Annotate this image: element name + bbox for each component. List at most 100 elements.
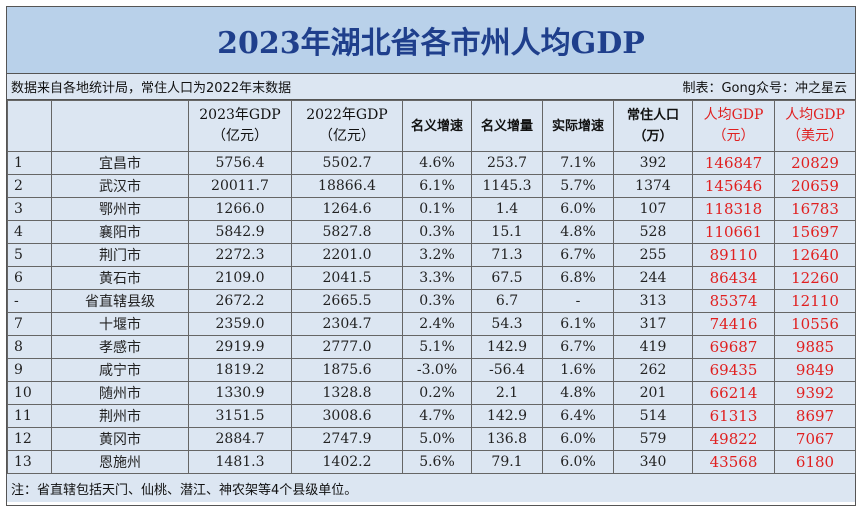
cell-city: 襄阳市: [51, 220, 189, 244]
gdp-table-sheet: 2023年湖北省各市州人均GDP 数据来自各地统计局，常住人口为2022年末数据…: [6, 6, 856, 506]
cell-gdp2022: 1875.6: [291, 358, 403, 382]
cell-rank: 5: [7, 243, 52, 267]
cell-gdp2023: 2919.9: [188, 335, 292, 359]
cell-rank: -: [7, 289, 52, 313]
table-row: 6 黄石市 2109.0 2041.5 3.3% 67.5 6.8% 244 86434 1226…: [7, 266, 856, 290]
table-row: 10 随州市 1330.9 1328.8 0.2% 2.1 4.8% 201 66214 9392: [7, 381, 856, 405]
table-row: 7 十堰市 2359.0 2304.7 2.4% 54.3 6.1% 317 74416 1055…: [7, 312, 856, 336]
cell-per-capita-usd: 12110: [774, 289, 856, 313]
table-body: 1 宜昌市 5756.4 5502.7 4.6% 253.7 7.1% 392 146847 20…: [7, 151, 856, 474]
header-nominal-increase: 名义增量: [471, 100, 543, 152]
cell-gdp2022: 1402.2: [291, 450, 403, 474]
cell-rank: 2: [7, 174, 52, 198]
cell-per-capita-cny: 89110: [692, 243, 775, 267]
cell-per-capita-cny: 146847: [692, 151, 775, 175]
cell-per-capita-cny: 61313: [692, 404, 775, 428]
header-rank: [7, 100, 52, 152]
cell-city: 武汉市: [51, 174, 189, 198]
header-gdp2022-line1: 2022年GDP: [306, 107, 388, 123]
cell-gdp2023: 2359.0: [188, 312, 292, 336]
cell-per-capita-usd: 9849: [774, 358, 856, 382]
cell-nominal-increase: 142.9: [471, 404, 543, 428]
header-population-line1: 常住人口: [626, 108, 679, 123]
cell-real-growth: 7.1%: [542, 151, 614, 175]
cell-gdp2022: 2041.5: [291, 266, 403, 290]
cell-nominal-growth: 5.1%: [402, 335, 472, 359]
cell-real-growth: 1.6%: [542, 358, 614, 382]
cell-real-growth: 6.4%: [542, 404, 614, 428]
header-per-capita-cny: 人均GDP （元）: [692, 100, 775, 152]
header-per-capita-cny-line1: 人均GDP: [703, 107, 764, 123]
table-row: 12 黄冈市 2884.7 2747.9 5.0% 136.8 6.0% 579 49822 70…: [7, 427, 856, 451]
cell-real-growth: 6.0%: [542, 450, 614, 474]
cell-nominal-increase: 15.1: [471, 220, 543, 244]
cell-gdp2022: 18866.4: [291, 174, 403, 198]
header-population: 常住人口 （万）: [613, 100, 693, 152]
cell-population: 107: [613, 197, 693, 221]
header-gdp2022: 2022年GDP （亿元）: [291, 100, 403, 152]
cell-population: 1374: [613, 174, 693, 198]
table-row: 2 武汉市 20011.7 18866.4 6.1% 1145.3 5.7% 1374 1456…: [7, 174, 856, 198]
cell-nominal-growth: 4.6%: [402, 151, 472, 175]
cell-real-growth: 6.0%: [542, 197, 614, 221]
source-note: 数据来自各地统计局，常住人口为2022年末数据: [11, 81, 292, 96]
cell-per-capita-usd: 12640: [774, 243, 856, 267]
cell-population: 528: [613, 220, 693, 244]
cell-rank: 6: [7, 266, 52, 290]
cell-gdp2023: 2672.2: [188, 289, 292, 313]
cell-gdp2023: 2109.0: [188, 266, 292, 290]
cell-real-growth: 6.8%: [542, 266, 614, 290]
meta-bar: 数据来自各地统计局，常住人口为2022年末数据 制表：Gong众号：冲之星云: [7, 74, 855, 100]
cell-per-capita-cny: 74416: [692, 312, 775, 336]
table-title: 2023年湖北省各市州人均GDP: [217, 26, 645, 61]
cell-rank: 3: [7, 197, 52, 221]
cell-nominal-growth: 3.2%: [402, 243, 472, 267]
header-city: [51, 100, 189, 152]
cell-city: 荆州市: [51, 404, 189, 428]
cell-nominal-increase: 2.1: [471, 381, 543, 405]
cell-population: 419: [613, 335, 693, 359]
cell-rank: 12: [7, 427, 52, 451]
cell-nominal-increase: 79.1: [471, 450, 543, 474]
header-gdp2023: 2023年GDP （亿元）: [188, 100, 292, 152]
cell-gdp2022: 5827.8: [291, 220, 403, 244]
cell-nominal-increase: 6.7: [471, 289, 543, 313]
cell-population: 201: [613, 381, 693, 405]
cell-gdp2022: 1328.8: [291, 381, 403, 405]
cell-per-capita-cny: 69687: [692, 335, 775, 359]
cell-population: 579: [613, 427, 693, 451]
cell-rank: 11: [7, 404, 52, 428]
cell-rank: 13: [7, 450, 52, 474]
cell-nominal-growth: 0.3%: [402, 289, 472, 313]
cell-real-growth: 5.7%: [542, 174, 614, 198]
cell-per-capita-usd: 9392: [774, 381, 856, 405]
header-per-capita-usd-line1: 人均GDP: [785, 107, 845, 123]
cell-nominal-increase: 1.4: [471, 197, 543, 221]
cell-nominal-increase: 71.3: [471, 243, 543, 267]
footnote: 注：省直辖包括天门、仙桃、潜江、神农架等4个县级单位。: [7, 474, 855, 502]
cell-city: 十堰市: [51, 312, 189, 336]
cell-population: 262: [613, 358, 693, 382]
cell-gdp2022: 2304.7: [291, 312, 403, 336]
cell-nominal-growth: 6.1%: [402, 174, 472, 198]
header-row: 2023年GDP （亿元） 2022年GDP （亿元） 名义增速 名义增量 实际…: [7, 100, 856, 152]
cell-gdp2023: 1330.9: [188, 381, 292, 405]
cell-rank: 4: [7, 220, 52, 244]
cell-per-capita-cny: 86434: [692, 266, 775, 290]
cell-city: 咸宁市: [51, 358, 189, 382]
header-gdp2023-line1: 2023年GDP: [199, 107, 281, 123]
cell-gdp2023: 5842.9: [188, 220, 292, 244]
cell-gdp2023: 1266.0: [188, 197, 292, 221]
cell-gdp2022: 2201.0: [291, 243, 403, 267]
cell-per-capita-usd: 7067: [774, 427, 856, 451]
table-row: 1 宜昌市 5756.4 5502.7 4.6% 253.7 7.1% 392 146847 20…: [7, 151, 856, 175]
cell-gdp2022: 1264.6: [291, 197, 403, 221]
header-gdp2023-line2: （亿元）: [212, 128, 268, 144]
title-bar: 2023年湖北省各市州人均GDP: [7, 7, 855, 74]
cell-city: 恩施州: [51, 450, 189, 474]
cell-nominal-growth: -3.0%: [402, 358, 472, 382]
cell-population: 313: [613, 289, 693, 313]
cell-gdp2022: 2777.0: [291, 335, 403, 359]
cell-city: 随州市: [51, 381, 189, 405]
cell-gdp2023: 2272.3: [188, 243, 292, 267]
